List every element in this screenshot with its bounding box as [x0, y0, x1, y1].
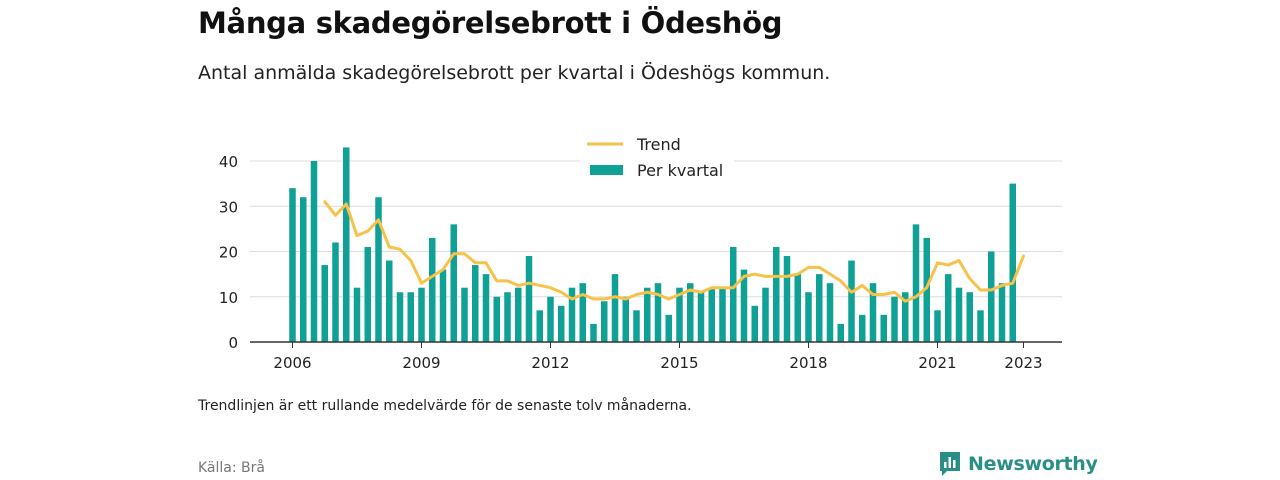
bar [826, 283, 834, 342]
newsworthy-logo-icon [940, 452, 960, 476]
x-tick-label: 2021 [918, 354, 956, 372]
bar [633, 310, 640, 342]
bar [869, 283, 877, 342]
bar [934, 310, 941, 342]
bar [515, 287, 522, 342]
bar [536, 310, 543, 342]
bar [988, 251, 995, 342]
bar [396, 292, 404, 342]
bar [837, 323, 844, 342]
bar [353, 287, 361, 342]
bar [880, 314, 887, 342]
bar [805, 292, 812, 342]
bar [719, 287, 726, 342]
bar [332, 242, 339, 342]
legend: Trend Per kvartal [580, 130, 734, 186]
bar [912, 224, 920, 342]
bar [687, 283, 694, 342]
y-tick-label: 0 [228, 334, 238, 352]
bar [439, 269, 447, 342]
x-tick-label: 2023 [1004, 354, 1042, 372]
bar [654, 283, 662, 342]
bar [300, 197, 307, 342]
bar [343, 147, 350, 342]
bar [493, 296, 500, 342]
chart-title: Många skadegörelsebrott i Ödeshög [198, 6, 783, 40]
y-tick-label: 10 [219, 289, 238, 307]
bar [364, 246, 371, 342]
y-tick-label: 40 [219, 153, 238, 171]
bar [998, 283, 1006, 342]
bar [783, 256, 791, 342]
bar [977, 310, 984, 342]
bar [310, 161, 318, 342]
bar [923, 237, 930, 342]
bar [450, 224, 457, 342]
y-tick-label: 30 [219, 198, 238, 216]
bar [418, 287, 425, 342]
x-tick-label: 2006 [273, 354, 311, 372]
bar [665, 314, 672, 342]
bar [611, 274, 619, 342]
chart-subtitle: Antal anmälda skadegörelsebrott per kvar… [198, 62, 831, 84]
brand-name: Newsworthy [968, 453, 1098, 475]
x-tick-label: 2018 [789, 354, 827, 372]
trend-line [323, 200, 1025, 303]
trend-series [323, 200, 1025, 303]
legend-background [580, 130, 734, 186]
bar [547, 296, 554, 342]
bar [891, 296, 898, 342]
bar [525, 256, 533, 342]
y-tick-label: 20 [219, 244, 238, 262]
bar [676, 287, 683, 342]
bar [289, 188, 296, 342]
source-note: Källa: Brå [198, 460, 265, 476]
legend-trend-label: Trend [636, 135, 681, 154]
legend-bar-swatch [590, 165, 623, 175]
bar [859, 314, 866, 342]
x-tick-label: 2009 [402, 354, 440, 372]
legend-bar-label: Per kvartal [637, 161, 723, 180]
bar [622, 296, 629, 342]
bar [482, 274, 490, 342]
bar [794, 274, 801, 342]
bar [945, 274, 952, 342]
x-tick-label: 2015 [660, 354, 698, 372]
bar [590, 323, 597, 342]
bar [902, 292, 909, 342]
bar [644, 287, 651, 342]
bar [762, 287, 769, 342]
bar [429, 237, 436, 342]
bar [708, 287, 715, 342]
x-axis: 2006 2009 2012 2015 2018 2021 2023 [250, 341, 1062, 372]
bar-series [289, 147, 1016, 342]
bar [568, 287, 576, 342]
x-tick-label: 2012 [531, 354, 569, 372]
bar [407, 292, 414, 342]
bar [1009, 183, 1016, 342]
bar [386, 260, 393, 342]
bar [697, 292, 705, 342]
footnote: Trendlinjen är ett rullande medelvärde f… [198, 398, 692, 414]
bar [461, 287, 468, 342]
bar [751, 305, 758, 342]
bar [740, 269, 748, 342]
brand-logo: Newsworthy [939, 451, 1098, 477]
bar [579, 283, 586, 342]
bar [472, 265, 479, 342]
bar [773, 246, 780, 342]
bar [955, 287, 963, 342]
bar [966, 292, 973, 342]
bar [504, 292, 511, 342]
bar [375, 197, 382, 342]
bar [558, 305, 565, 342]
chart: 0 10 20 30 40 2006 2009 2012 2015 2018 2021 2023 T… [218, 130, 1062, 372]
bar [848, 260, 855, 342]
bar [816, 274, 823, 342]
bar [321, 265, 328, 342]
bar [730, 246, 737, 342]
y-tick-labels: 0 10 20 30 40 [219, 153, 238, 352]
bar [601, 301, 608, 342]
